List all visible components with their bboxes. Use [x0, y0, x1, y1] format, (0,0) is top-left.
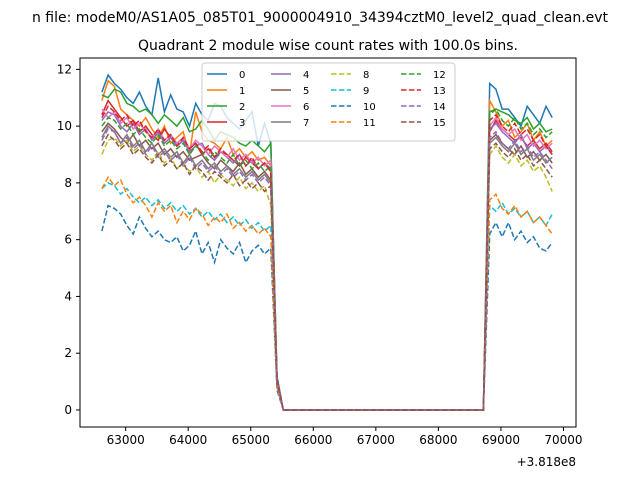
y-axis: 0 2 4 6 8 10 12	[57, 62, 80, 417]
plot-lines	[101, 73, 553, 411]
x-tick-label: 67000	[357, 433, 395, 447]
legend-label-13: 13	[433, 86, 446, 97]
y-tick-label: 12	[57, 62, 72, 76]
y-tick-label: 10	[57, 119, 72, 133]
series-line-13	[101, 105, 553, 411]
legend-label-5: 5	[303, 86, 309, 97]
x-axis: 63000 64000 65000 66000 67000 68000 69000 70000	[107, 427, 583, 447]
legend-label-11: 11	[363, 118, 376, 129]
y-tick-label: 8	[64, 176, 72, 190]
y-tick-label: 6	[64, 233, 72, 247]
legend-label-9: 9	[363, 86, 369, 97]
x-tick-label: 70000	[544, 433, 582, 447]
legend-label-4: 4	[303, 70, 309, 81]
x-tick-label: 63000	[107, 433, 145, 447]
x-tick-label: 65000	[232, 433, 270, 447]
legend-label-8: 8	[363, 70, 369, 81]
legend-label-6: 6	[303, 102, 309, 113]
legend-label-0: 0	[239, 70, 245, 81]
y-tick-label: 0	[64, 403, 72, 417]
x-tick-label: 66000	[294, 433, 332, 447]
legend-label-15: 15	[433, 118, 446, 129]
legend-box	[201, 62, 456, 142]
legend-label-1: 1	[239, 86, 245, 97]
legend-label-7: 7	[303, 118, 309, 129]
plot-frame	[79, 57, 577, 428]
chart-title: Quadrant 2 module wise count rates with …	[138, 38, 518, 54]
legend-label-2: 2	[239, 102, 245, 113]
legend-label-14: 14	[433, 102, 446, 113]
y-tick-label: 4	[64, 289, 72, 303]
x-tick-label: 69000	[482, 433, 520, 447]
legend-label-12: 12	[433, 70, 446, 81]
x-offset-label: +3.818e8	[517, 455, 576, 469]
series-line-11	[101, 175, 553, 411]
legend-label-3: 3	[239, 118, 245, 129]
x-tick-label: 64000	[169, 433, 207, 447]
series-line-15	[101, 133, 553, 411]
y-tick-label: 2	[64, 346, 72, 360]
figure-suptitle: n file: modeM0/AS1A05_085T01_9000004910_…	[32, 10, 609, 26]
x-tick-label: 68000	[419, 433, 457, 447]
legend-label-10: 10	[363, 102, 376, 113]
